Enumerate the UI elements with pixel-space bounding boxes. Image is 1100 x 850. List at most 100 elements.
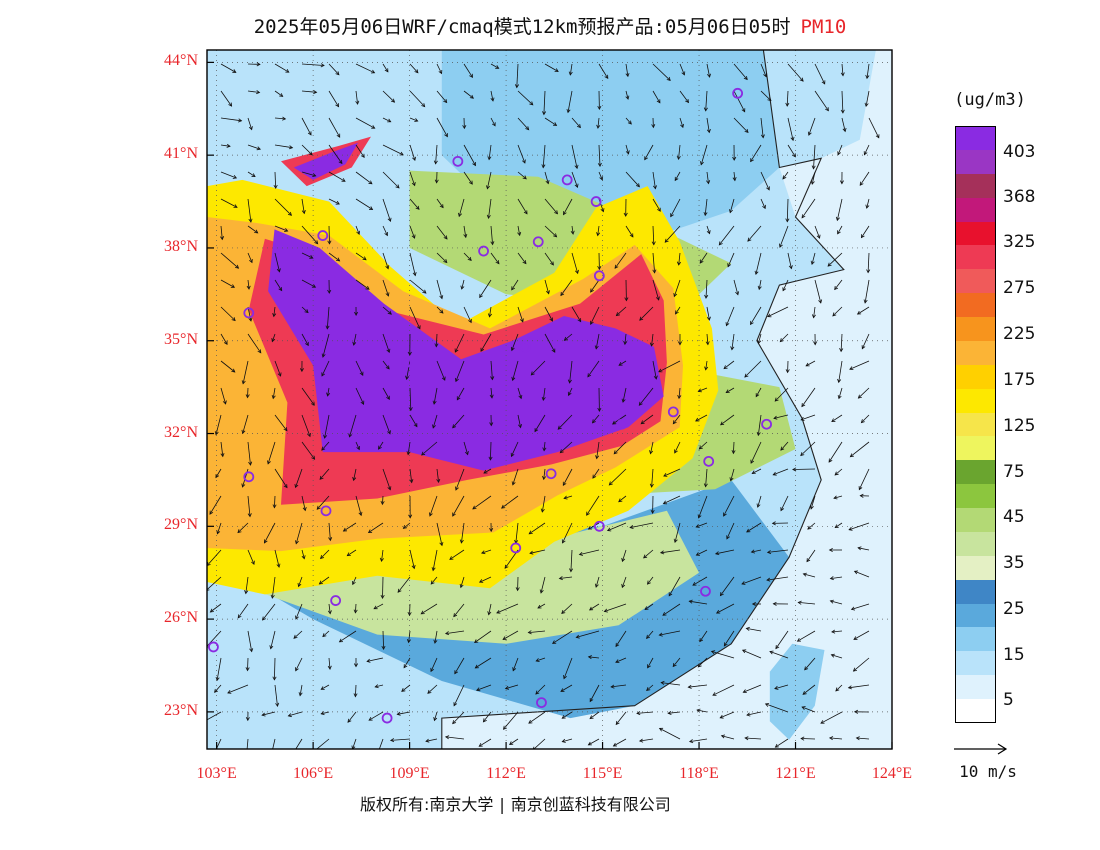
wind-vector-head [456, 396, 461, 401]
wind-vector [723, 630, 735, 647]
wind-vector [220, 306, 236, 321]
wind-vector [452, 711, 465, 724]
wind-vector-head [276, 268, 281, 273]
wind-vector-head [719, 714, 724, 719]
wind-vector-head [370, 69, 376, 74]
wind-vector [698, 387, 708, 392]
wind-vector-head [379, 557, 384, 563]
wind-vector [355, 252, 367, 261]
title-text: 2025年05月06日WRF/cmaq模式12km预报产品:05月06日05时 [253, 16, 791, 38]
wind-vector [803, 573, 816, 578]
wind-vector-head [433, 160, 438, 165]
wind-vector-head [356, 445, 360, 451]
wind-vector-head [444, 631, 450, 636]
colorbar-bin [955, 317, 995, 342]
wind-vector-head [509, 741, 514, 745]
wind-vector-head [346, 552, 351, 557]
wind-vector [247, 495, 251, 517]
wind-vector-head [712, 692, 717, 696]
wind-vector [301, 63, 325, 66]
wind-vector-head [625, 95, 630, 100]
wind-vector-head [662, 500, 668, 505]
wind-vector [643, 549, 654, 559]
wind-vector [540, 576, 546, 593]
wind-vector [382, 279, 389, 297]
wind-vector-head [677, 394, 682, 400]
wind-vector-head [560, 291, 565, 297]
wind-vector [274, 117, 286, 120]
wind-vector-head [532, 746, 537, 749]
city-marker [208, 641, 219, 653]
wind-vector-head [408, 407, 413, 412]
wind-vector [217, 522, 222, 534]
wind-vector [271, 333, 276, 342]
wind-vector [705, 468, 708, 487]
wind-vector [867, 252, 870, 273]
wind-vector [220, 117, 242, 122]
wind-vector [864, 279, 870, 303]
wind-vector [746, 628, 762, 632]
wind-vector-head [674, 449, 678, 454]
wind-vector [382, 576, 384, 599]
wind-vector-head [833, 495, 838, 500]
wind-vector [301, 90, 317, 93]
wind-vector-head [502, 725, 507, 730]
wind-vector-head [780, 446, 785, 451]
wind-vector [301, 549, 305, 559]
wind-vector [715, 549, 735, 555]
wind-vector [861, 225, 870, 238]
wind-vector [797, 630, 816, 642]
wind-vector-head [866, 269, 871, 274]
colorbar-bin [955, 412, 995, 437]
wind-vector [502, 630, 519, 640]
wind-vector-head [263, 539, 268, 544]
wind-vector-head [353, 693, 358, 698]
wind-vector [544, 252, 554, 266]
wind-vector-head [321, 353, 326, 358]
wind-vector-head [800, 417, 805, 421]
wind-vector [576, 630, 600, 638]
wind-vector [237, 603, 249, 619]
wind-vector [652, 90, 661, 104]
wind-vector [355, 603, 357, 613]
wind-vector-head [380, 594, 385, 600]
colorbar-bin [955, 651, 995, 676]
wind-vector [490, 63, 499, 69]
wind-vector [445, 630, 465, 634]
wind-vector-head [472, 161, 476, 167]
wind-vector [274, 414, 288, 431]
wind-vector [725, 387, 735, 393]
wind-vector-head [299, 368, 304, 373]
wind-vector-head [360, 153, 365, 158]
colorbar-label: 35 [1003, 553, 1025, 573]
wind-vector [733, 441, 735, 454]
wind-vector [407, 441, 411, 455]
colorbar-bin [955, 579, 995, 605]
wind-vector [237, 522, 249, 533]
wind-vector [453, 684, 465, 706]
wind-vector-head [839, 180, 844, 185]
wind-vector [397, 576, 411, 593]
wind-vector [429, 495, 438, 517]
wind-vector [698, 495, 708, 518]
wind-vector [301, 495, 306, 511]
wind-vector [720, 576, 735, 596]
wind-vector [679, 117, 684, 128]
wind-vector [567, 90, 573, 113]
wind-vector [727, 252, 735, 267]
wind-vector [378, 738, 384, 749]
wind-vector-head [490, 241, 495, 246]
wind-vector-head [301, 209, 306, 215]
wind-vector [382, 495, 384, 505]
wind-vector-head [673, 538, 678, 543]
wind-vector [490, 225, 493, 245]
wind-vector [561, 711, 573, 719]
wind-vector-head [272, 504, 277, 509]
wind-vector-head [365, 285, 370, 290]
wind-vector [227, 684, 249, 694]
wind-vector-head [779, 243, 783, 248]
wind-vector [592, 468, 600, 479]
colorbar-bin [955, 603, 995, 628]
wind-vector [543, 468, 546, 480]
wind-vector-head [439, 309, 444, 314]
